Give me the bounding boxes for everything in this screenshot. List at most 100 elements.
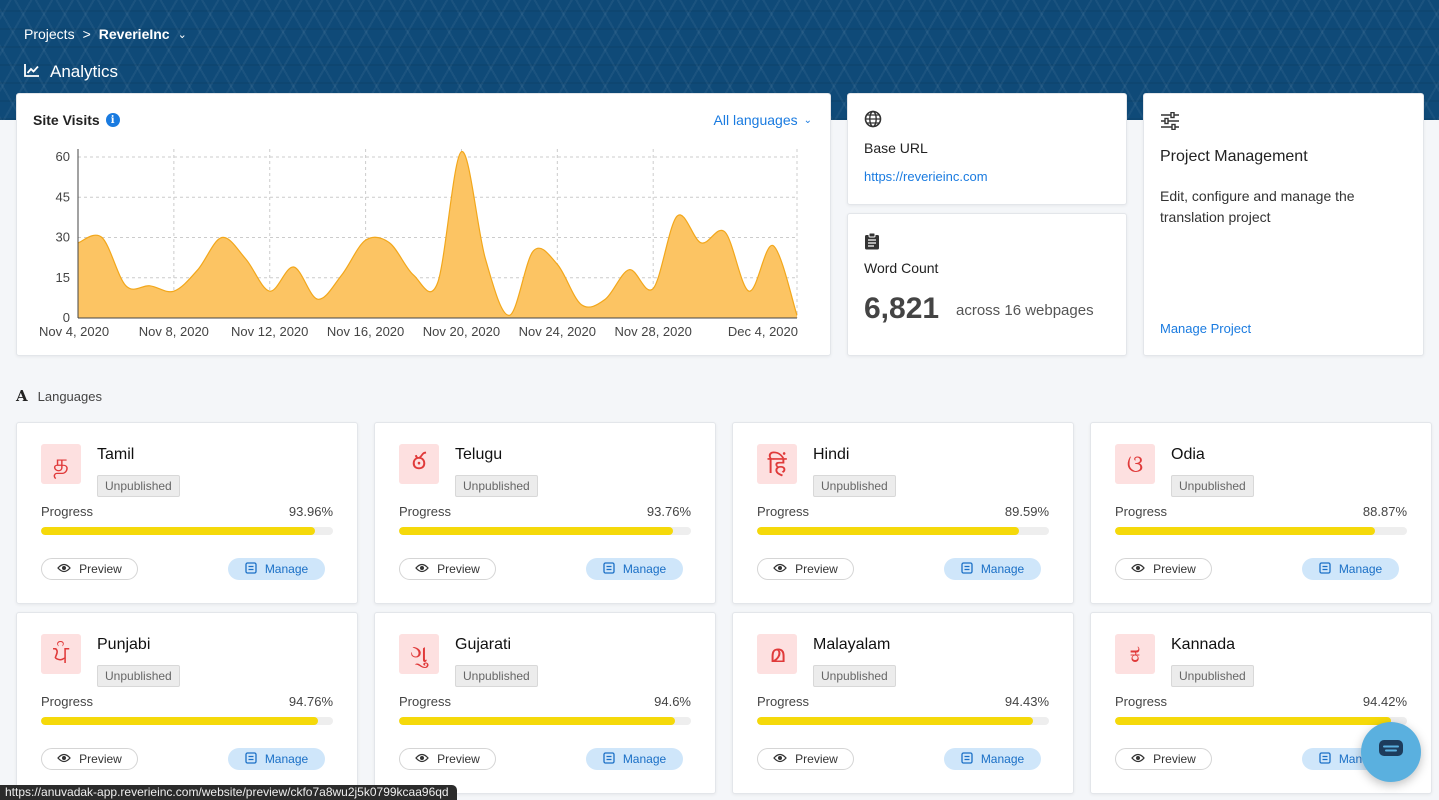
chat-widget-button[interactable]: [1361, 722, 1421, 782]
breadcrumb-separator: >: [82, 26, 91, 42]
progress-bar-fill: [757, 527, 1019, 535]
progress-value: 94.43%: [1004, 694, 1049, 709]
word-count-card: Word Count 6,821 across 16 webpages: [847, 213, 1127, 356]
language-filter-dropdown[interactable]: All languages ⌄: [714, 112, 812, 128]
site-visits-card: 0 15 30 45 60 Nov 4, 2020 Nov 8, 2020 Nov 12, 2…: [16, 93, 831, 356]
x-tick-label: Nov 12, 2020: [231, 324, 308, 339]
project-management-card: Project Management Edit, configure and m…: [1143, 93, 1424, 356]
base-url-link[interactable]: https://reverieinc.com: [864, 169, 988, 184]
progress-value: 89.59%: [1004, 504, 1049, 519]
project-management-description: Edit, configure and manage the translati…: [1160, 188, 1355, 225]
language-name: Hindi: [813, 446, 850, 463]
x-tick-label: Dec 4, 2020: [728, 324, 798, 339]
status-badge: Unpublished: [97, 475, 180, 497]
translate-icon: [1319, 751, 1331, 767]
manage-button[interactable]: Manage: [586, 558, 683, 580]
progress-label: Progress: [399, 504, 452, 519]
language-name: Tamil: [97, 446, 135, 463]
progress-value: 93.96%: [288, 504, 333, 519]
chevron-down-icon: ⌄: [803, 114, 812, 126]
status-badge: Unpublished: [813, 665, 896, 687]
language-card-telugu: ఠ Telugu Unpublished Progress 93.76% Preview M…: [374, 422, 716, 604]
status-badge: Unpublished: [813, 475, 896, 497]
progress-bar: [399, 717, 691, 725]
language-card-odia: ଓ Odia Unpublished Progress 88.87% Preview Man…: [1090, 422, 1432, 604]
info-icon[interactable]: i: [105, 113, 120, 127]
manage-button-label: Manage: [980, 752, 1025, 766]
progress-label: Progress: [1115, 694, 1168, 709]
languages-section-header: A Languages: [16, 387, 102, 405]
font-letter-icon: A: [16, 387, 28, 405]
manage-button[interactable]: Manage: [1302, 558, 1399, 580]
eye-icon: [57, 752, 72, 766]
y-tick-label: 60: [56, 149, 70, 164]
clipboard-icon: [864, 232, 880, 255]
manage-button[interactable]: Manage: [228, 558, 325, 580]
eye-icon: [1131, 562, 1146, 576]
language-glyph-icon: ଓ: [1115, 444, 1155, 484]
preview-button[interactable]: Preview: [399, 558, 496, 580]
preview-button-label: Preview: [79, 562, 122, 576]
manage-project-link[interactable]: Manage Project: [1160, 321, 1252, 336]
language-name: Malayalam: [813, 636, 891, 653]
base-url-card: Base URL https://reverieinc.com: [847, 93, 1127, 205]
site-visits-line: [77, 151, 798, 316]
language-glyph-icon: ಕ: [1115, 634, 1155, 674]
breadcrumb-current-project[interactable]: ReverieInc: [98, 26, 170, 42]
manage-button[interactable]: Manage: [944, 558, 1041, 580]
language-name: Telugu: [455, 446, 503, 463]
translate-icon: [245, 751, 257, 767]
languages-section-title: Languages: [37, 388, 102, 404]
preview-button[interactable]: Preview: [41, 558, 138, 580]
progress-bar-fill: [41, 717, 318, 725]
breadcrumb: Projects > ReverieInc ⌄: [24, 26, 187, 42]
preview-button-label: Preview: [437, 562, 480, 576]
manage-button[interactable]: Manage: [944, 748, 1041, 770]
page-title: Analytics: [24, 62, 118, 82]
x-tick-label: Nov 20, 2020: [423, 324, 500, 339]
language-card-gujarati: ગુ Gujarati Unpublished Progress 94.6% Previe…: [374, 612, 716, 794]
preview-button[interactable]: Preview: [41, 748, 138, 770]
status-badge: Unpublished: [97, 665, 180, 687]
language-glyph-icon: हिं: [757, 444, 797, 484]
language-name: Punjabi: [97, 636, 151, 653]
progress-bar-fill: [1115, 717, 1391, 725]
manage-button[interactable]: Manage: [228, 748, 325, 770]
manage-button-label: Manage: [622, 562, 667, 576]
site-visits-chart: 0 15 30 45 60 Nov 4, 2020 Nov 8, 2020 Nov 12, 2…: [39, 149, 798, 339]
x-tick-label: Nov 16, 2020: [327, 324, 404, 339]
language-name: Kannada: [1171, 636, 1236, 653]
progress-value: 94.6%: [654, 694, 691, 709]
preview-button[interactable]: Preview: [1115, 748, 1212, 770]
progress-label: Progress: [41, 694, 94, 709]
progress-bar: [41, 717, 333, 725]
progress-bar: [1115, 527, 1407, 535]
progress-bar-fill: [1115, 527, 1375, 535]
word-count-subtext: across 16 webpages: [956, 302, 1094, 319]
breadcrumb-projects[interactable]: Projects: [24, 26, 75, 42]
chevron-down-icon[interactable]: ⌄: [177, 28, 187, 41]
eye-icon: [415, 562, 430, 576]
preview-button[interactable]: Preview: [399, 748, 496, 770]
site-visits-area: [78, 151, 797, 318]
progress-bar: [757, 527, 1049, 535]
preview-button-label: Preview: [437, 752, 480, 766]
status-badge: Unpublished: [1171, 665, 1254, 687]
x-tick-label: Nov 4, 2020: [39, 324, 109, 339]
status-badge: Unpublished: [455, 475, 538, 497]
progress-bar-fill: [757, 717, 1033, 725]
preview-button[interactable]: Preview: [757, 558, 854, 580]
language-card-tamil: த Tamil Unpublished Progress 93.96% Preview Ma…: [16, 422, 358, 604]
progress-bar: [399, 527, 691, 535]
manage-button[interactable]: Manage: [586, 748, 683, 770]
preview-button-label: Preview: [1153, 752, 1196, 766]
progress-bar: [757, 717, 1049, 725]
preview-button[interactable]: Preview: [757, 748, 854, 770]
status-badge: Unpublished: [1171, 475, 1254, 497]
manage-button-label: Manage: [264, 752, 309, 766]
preview-button[interactable]: Preview: [1115, 558, 1212, 580]
progress-bar-fill: [41, 527, 316, 535]
eye-icon: [415, 752, 430, 766]
eye-icon: [1131, 752, 1146, 766]
chat-icon: [1378, 739, 1404, 766]
